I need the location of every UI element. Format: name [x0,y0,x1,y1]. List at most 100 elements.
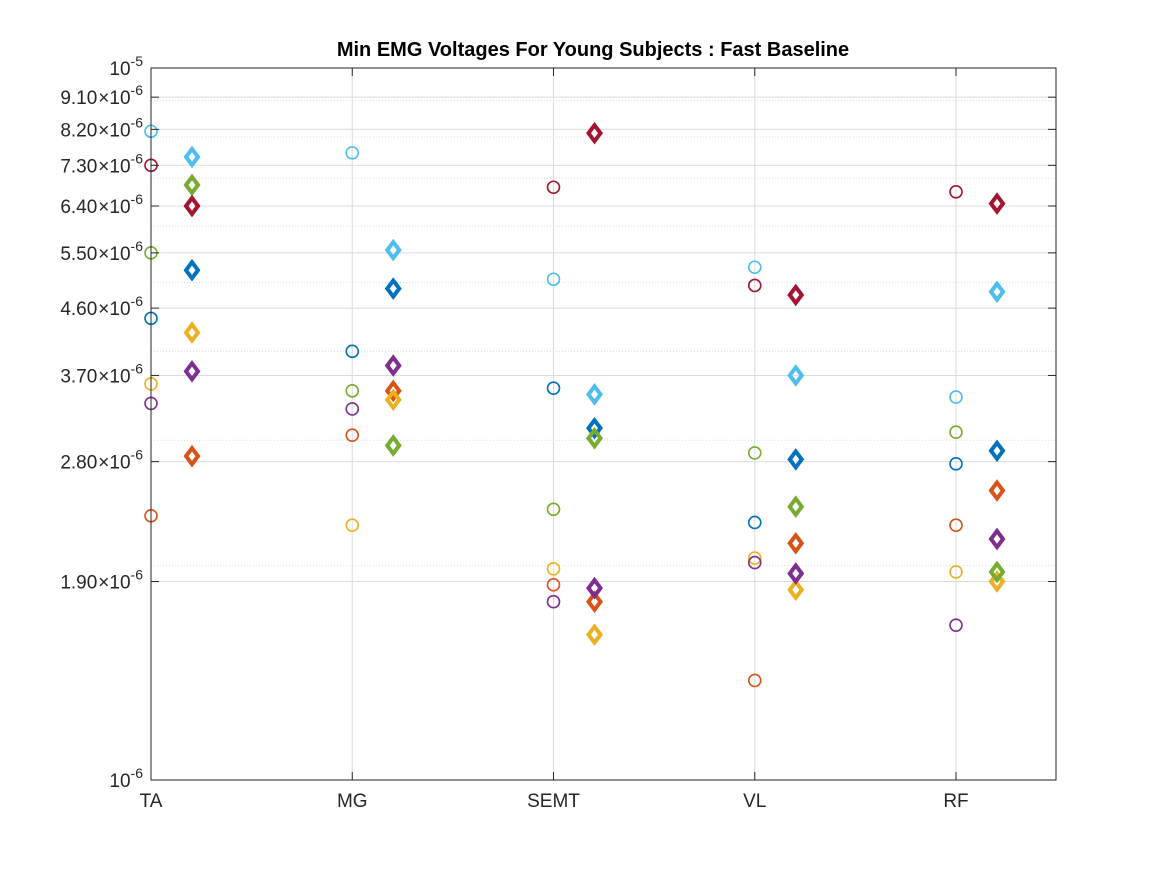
y-tick-label: 2.80×10-6 [60,447,143,474]
circle-marker [345,384,360,398]
y-tick-labels: 10-61.90×10-62.80×10-63.70×10-64.60×10-6… [60,53,143,792]
axes [150,67,1056,781]
y-tick-exponent: -6 [131,360,144,376]
diamond-marker [787,283,805,307]
y-tick-times: × [98,244,109,265]
circle-marker [345,428,360,442]
y-tick-label: 6.40×10-6 [60,191,143,218]
diamond-marker [988,527,1006,551]
chart-title: Min EMG Voltages For Young Subjects : Fa… [337,39,849,61]
diamond-marker [384,277,402,300]
y-tick-times: × [98,197,109,218]
y-tick-label: 7.30×10-6 [60,150,143,177]
diamond-marker [384,238,402,262]
diamond-marker [787,531,805,555]
diamond-marker [988,192,1006,215]
circle-marker [747,555,762,570]
y-tick-label: 10-5 [109,53,143,80]
diamond-marker [384,388,402,412]
x-tick-label: SEMT [527,791,580,812]
circle-marker [345,344,360,359]
diamond-marker [988,280,1006,304]
y-tick-times: × [98,156,109,177]
circle-marker [546,272,561,287]
diamond-marker [384,434,402,457]
diamond-marker [586,576,603,600]
x-tick-labels: TA MG SEMT VL RF [140,791,969,812]
y-tick-exponent: -6 [131,238,144,254]
circle-marker [949,457,963,471]
diamond-marker [787,578,805,602]
y-tick-base: 10 [109,197,130,218]
y-tick-mantissa: 5.50 [60,244,97,265]
circle-marker [546,577,561,592]
diamond-marker [183,258,201,282]
y-tick-label: 8.20×10-6 [60,114,143,141]
y-tick-mantissa: 8.20 [60,120,97,141]
circle-marker [546,594,561,609]
y-tick-times: × [98,366,109,387]
x-tick-label: VL [743,791,766,812]
grid [151,68,1056,780]
y-tick-base: 10 [109,244,130,265]
y-tick-times: × [98,453,109,474]
x-tick-label: MG [337,791,368,812]
circle-marker [949,185,963,199]
y-tick-base: 10 [109,771,130,792]
y-tick-label: 9.10×10-6 [60,82,143,109]
diamond-marker [586,416,603,440]
diamond-marker [787,448,805,471]
diamond-marker [586,426,603,450]
y-tick-exponent: -6 [131,82,144,98]
y-tick-base: 10 [109,59,130,80]
diamond-marker [183,194,201,218]
diamond-marker [183,145,201,169]
y-tick-base: 10 [109,88,130,109]
circle-marker [949,390,963,404]
circle-marker [949,518,963,532]
diamond-marker [183,173,201,197]
y-tick-label: 1.90×10-6 [60,567,143,594]
circle-marker [546,502,561,517]
y-tick-exponent: -6 [131,293,144,309]
circle-marker [345,518,360,532]
y-tick-times: × [98,88,109,109]
y-tick-mantissa: 6.40 [60,197,97,218]
circle-marker [546,561,561,576]
circle-marker [345,146,360,160]
diamond-marker [787,562,805,585]
diamond-marker [988,570,1006,593]
diamond-marker [586,383,603,406]
y-tick-times: × [98,299,109,320]
y-tick-mantissa: 2.80 [60,453,97,474]
y-tick-base: 10 [109,453,130,474]
circle-marker [747,260,762,275]
y-tick-exponent: -6 [131,191,144,207]
y-tick-label: 3.70×10-6 [60,360,143,387]
circle-marker [747,673,762,688]
circle-marker [949,618,963,632]
diamond-marker [384,354,402,377]
circle-marker [747,515,762,530]
y-tick-times: × [98,573,109,594]
circle-marker [747,446,762,460]
data-points [144,121,1006,688]
y-tick-exponent: -6 [131,114,144,130]
diamond-marker [988,439,1006,463]
y-tick-base: 10 [109,299,130,320]
diamond-marker [183,444,201,468]
diamond-marker [384,379,402,403]
diamond-marker [586,623,603,647]
circle-marker [747,551,762,565]
diamond-marker [183,321,201,344]
y-tick-label: 4.60×10-6 [60,293,143,320]
y-tick-exponent: -6 [131,567,144,583]
diamond-marker [787,364,805,387]
x-tick-label: TA [140,791,163,812]
y-tick-base: 10 [109,120,130,141]
y-tick-exponent: -6 [131,447,144,463]
y-tick-mantissa: 7.30 [60,156,97,177]
plot-frame [150,67,1057,781]
y-tick-mantissa: 4.60 [60,299,97,320]
